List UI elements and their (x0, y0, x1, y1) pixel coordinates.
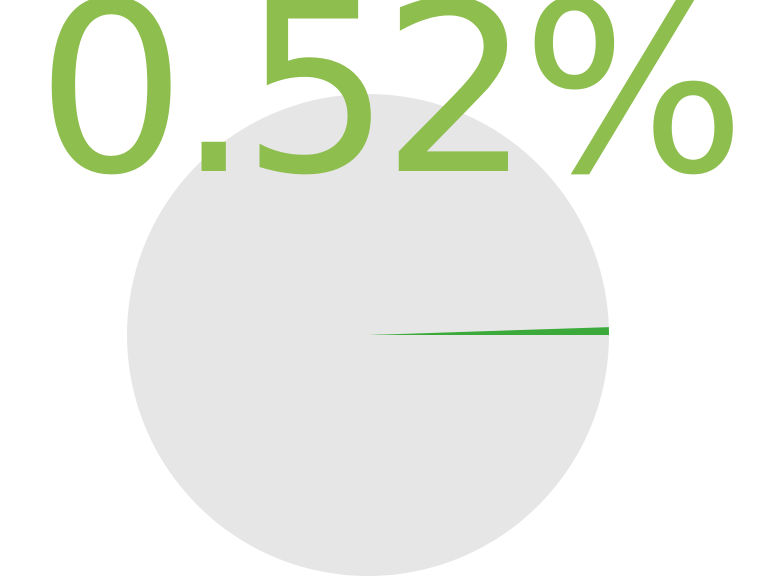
pie-slice-remainder (127, 93, 609, 576)
pie-slice-highlight (368, 327, 609, 335)
pie-slices (127, 93, 609, 576)
percentage-label: 0.52% (36, 0, 746, 227)
